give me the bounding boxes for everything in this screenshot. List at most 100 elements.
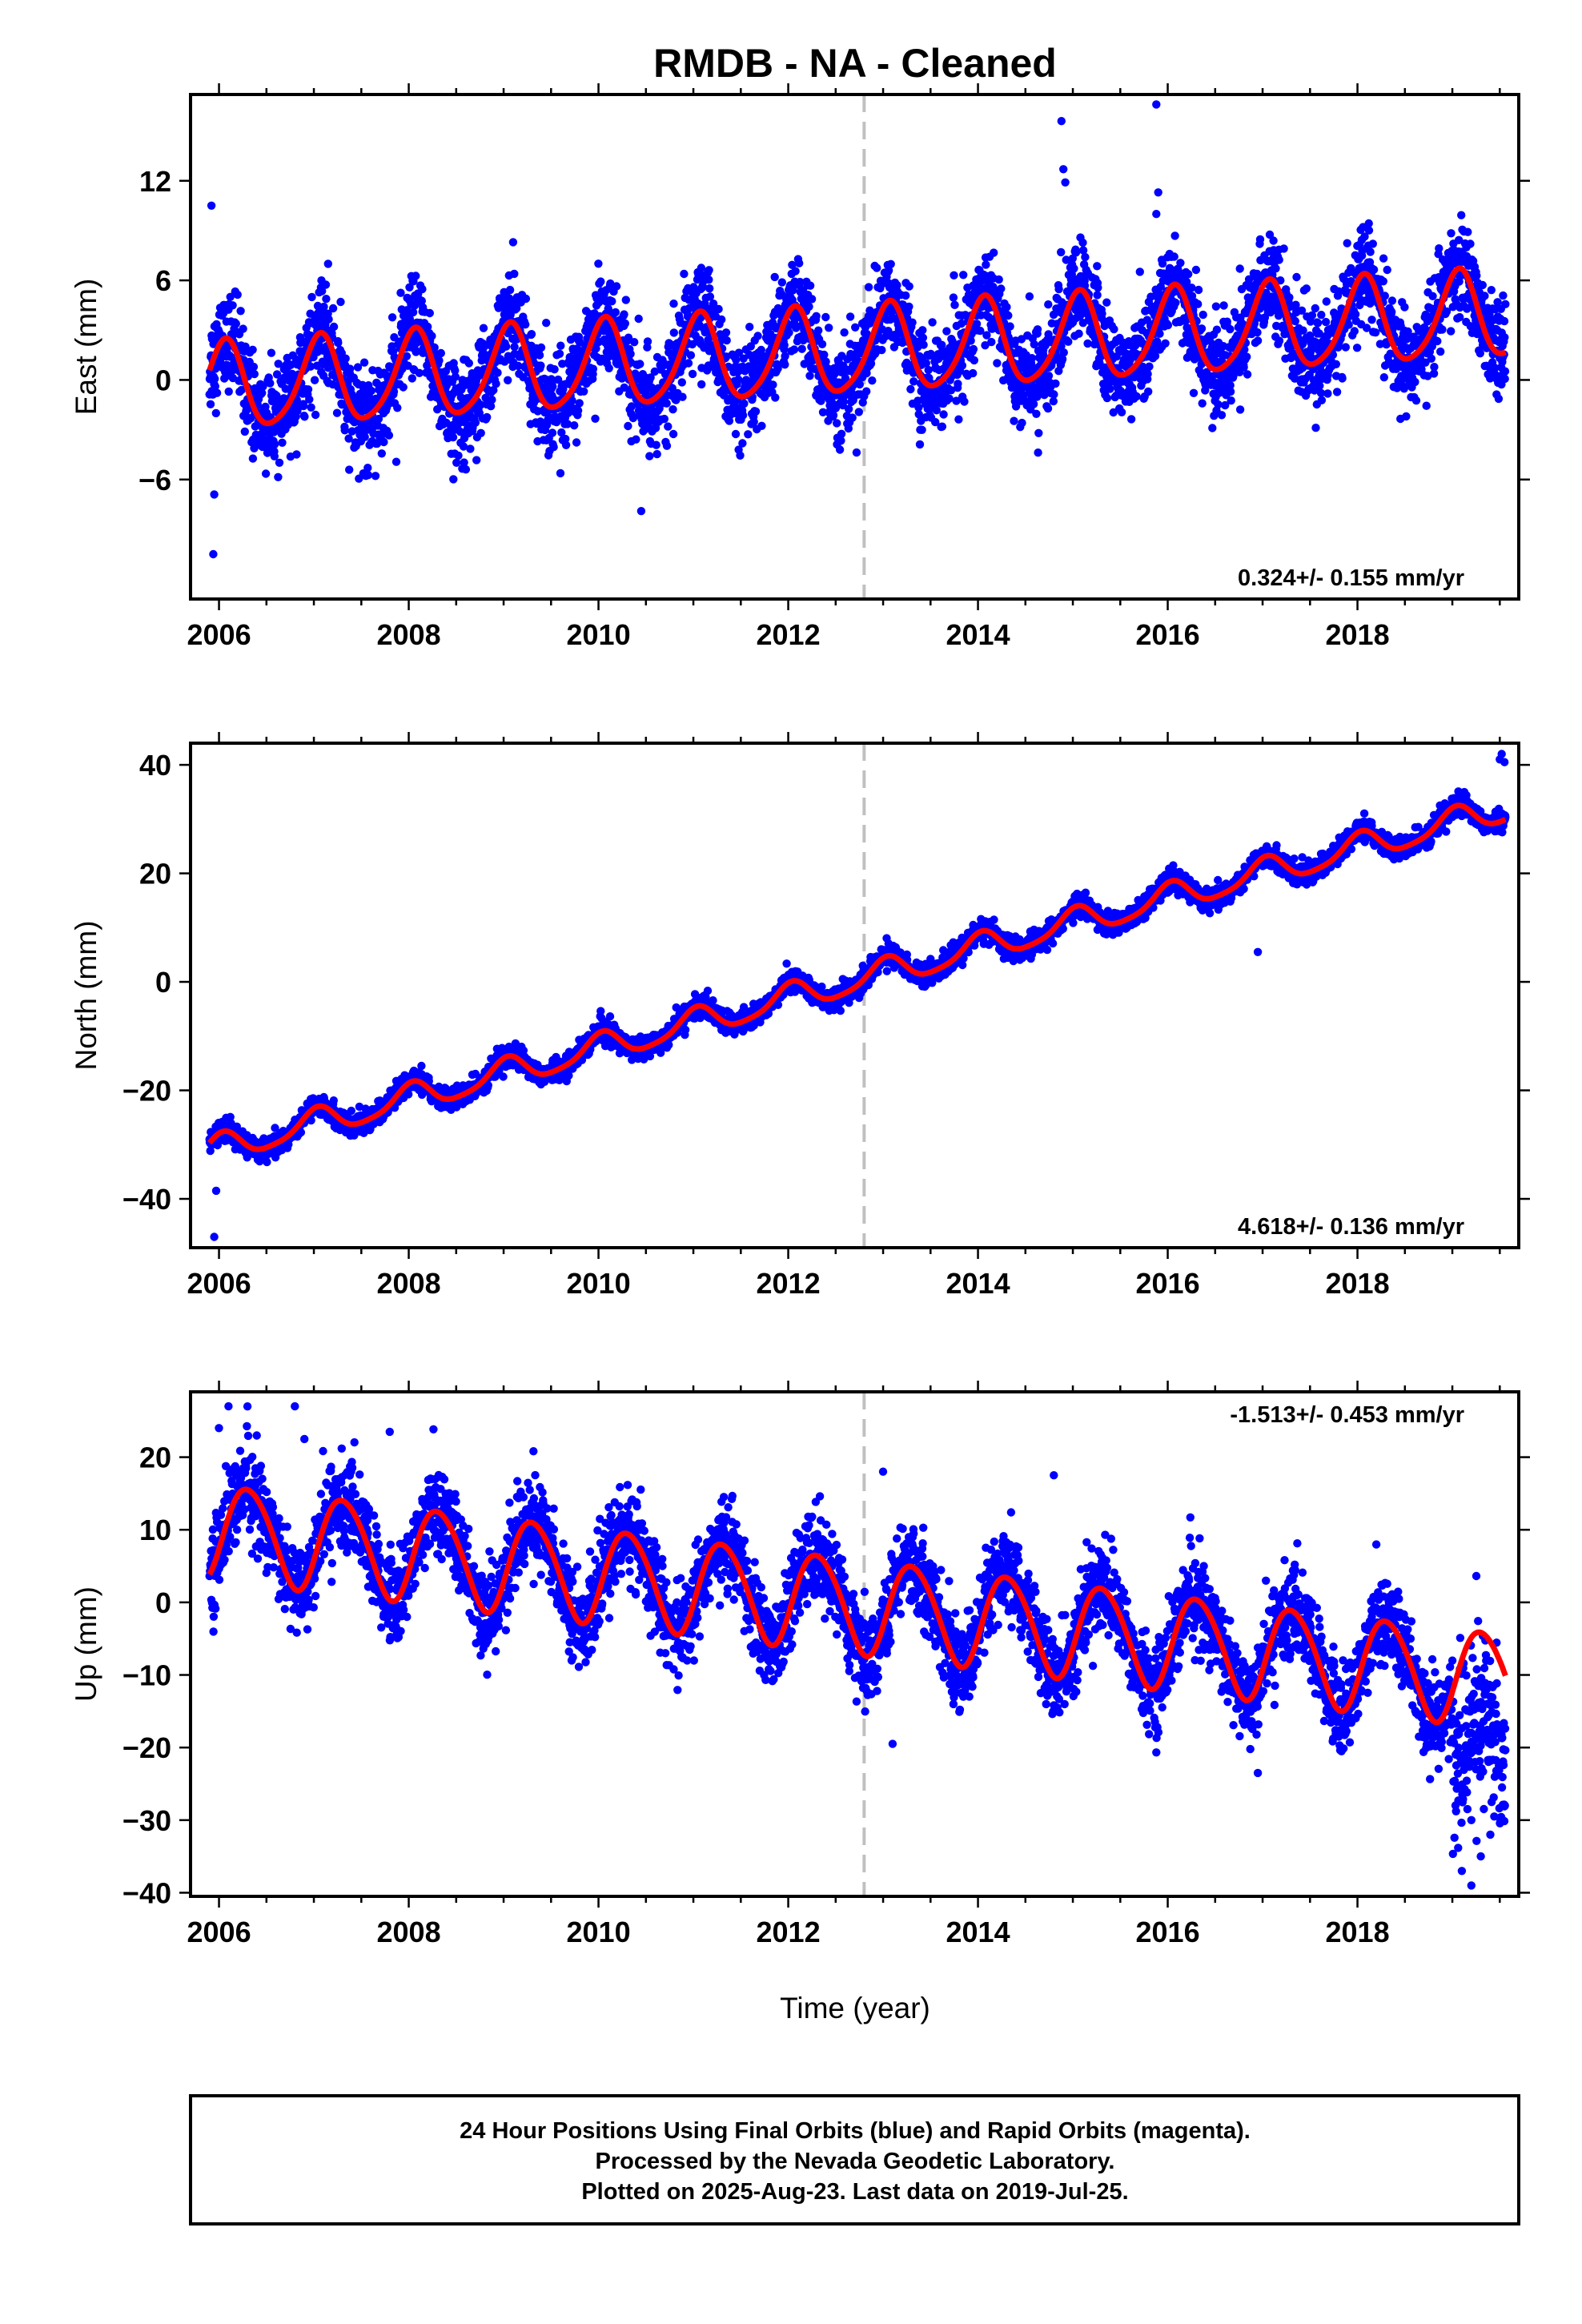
data-point: [825, 324, 833, 332]
data-point: [939, 410, 948, 419]
data-point: [1117, 408, 1126, 416]
data-point: [328, 304, 338, 313]
data-point: [845, 312, 855, 321]
data-point: [1352, 344, 1362, 352]
data-point: [877, 345, 886, 355]
data-point: [512, 304, 521, 313]
data-point: [624, 421, 632, 431]
data-point: [412, 271, 420, 280]
data-point: [1364, 219, 1373, 228]
data-point: [982, 260, 990, 269]
data-point: [1197, 324, 1207, 333]
data-point: [697, 380, 706, 389]
data-point: [721, 328, 731, 337]
data-point: [1033, 392, 1042, 401]
data-point: [248, 345, 257, 354]
data-point: [306, 362, 315, 371]
data-point: [950, 271, 958, 279]
figure-title: RMDB - NA - Cleaned: [653, 41, 1057, 86]
data-point: [643, 337, 652, 346]
data-point: [1102, 298, 1111, 307]
data-point: [734, 348, 744, 357]
data-point: [1350, 327, 1359, 336]
data-point: [549, 443, 558, 452]
data-point: [1279, 244, 1288, 253]
data-point: [738, 411, 748, 420]
data-point: [451, 372, 460, 381]
data-point: [993, 359, 1002, 368]
data-point: [1214, 400, 1223, 409]
data-point: [508, 238, 518, 247]
data-point: [452, 458, 461, 467]
data-point: [664, 422, 673, 431]
data-point: [483, 412, 492, 422]
data-point: [575, 399, 584, 408]
data-point: [1198, 399, 1207, 408]
data-point: [960, 397, 969, 406]
data-point: [472, 456, 481, 464]
rate-label: 0.324+/- 0.155 mm/yr: [1238, 565, 1464, 591]
data-point: [1161, 339, 1170, 348]
data-point: [621, 296, 630, 304]
data-point: [1253, 336, 1263, 345]
data-point: [789, 286, 797, 295]
data-point: [1400, 303, 1409, 312]
data-point: [1371, 328, 1380, 337]
data-point: [709, 300, 718, 308]
data-point: [734, 375, 743, 384]
data-point: [334, 338, 343, 348]
data-point: [722, 336, 731, 345]
data-point: [1494, 394, 1504, 404]
data-point: [1265, 230, 1275, 239]
data-point: [261, 469, 271, 478]
data-point: [612, 282, 621, 291]
data-point: [1276, 276, 1285, 285]
data-point: [1379, 373, 1389, 382]
data-point: [1243, 370, 1252, 379]
data-point: [1093, 262, 1102, 271]
data-point: [604, 364, 613, 372]
data-point: [1275, 255, 1283, 264]
data-point: [627, 402, 636, 411]
data-point: [745, 323, 754, 332]
data-point: [1004, 311, 1013, 320]
data-point: [736, 451, 745, 460]
data-point: [1057, 117, 1066, 126]
data-point: [424, 322, 432, 332]
data-point: [969, 344, 978, 354]
data-point: [459, 442, 468, 451]
data-point: [844, 404, 853, 413]
data-point: [1428, 292, 1437, 300]
data-point: [588, 364, 598, 373]
x-tick-label: 2008: [377, 618, 441, 651]
data-point: [976, 326, 985, 336]
data-point: [994, 275, 1003, 284]
data-point: [1102, 393, 1112, 403]
data-point: [1480, 292, 1489, 300]
data-point: [565, 352, 574, 362]
data-point: [957, 319, 966, 328]
data-point: [677, 378, 686, 387]
x-tick-label: 2016: [1136, 618, 1200, 651]
data-point: [307, 292, 316, 302]
data-point: [669, 328, 678, 337]
data-point: [1235, 405, 1245, 414]
data-point: [791, 267, 800, 275]
data-point: [504, 376, 512, 384]
data-point: [258, 388, 267, 397]
data-point: [1260, 251, 1269, 260]
data-point: [1297, 306, 1307, 315]
data-point: [266, 379, 275, 388]
data-point: [1027, 354, 1037, 363]
data-point: [548, 428, 557, 437]
data-point: [1331, 360, 1341, 368]
data-point: [906, 384, 915, 394]
data-point: [1006, 322, 1014, 331]
data-point: [1029, 400, 1038, 408]
data-point: [1002, 303, 1011, 312]
data-point: [521, 320, 530, 329]
data-point: [1150, 352, 1160, 360]
data-point: [817, 340, 827, 348]
data-point: [1194, 300, 1203, 308]
data-point: [1253, 328, 1262, 337]
